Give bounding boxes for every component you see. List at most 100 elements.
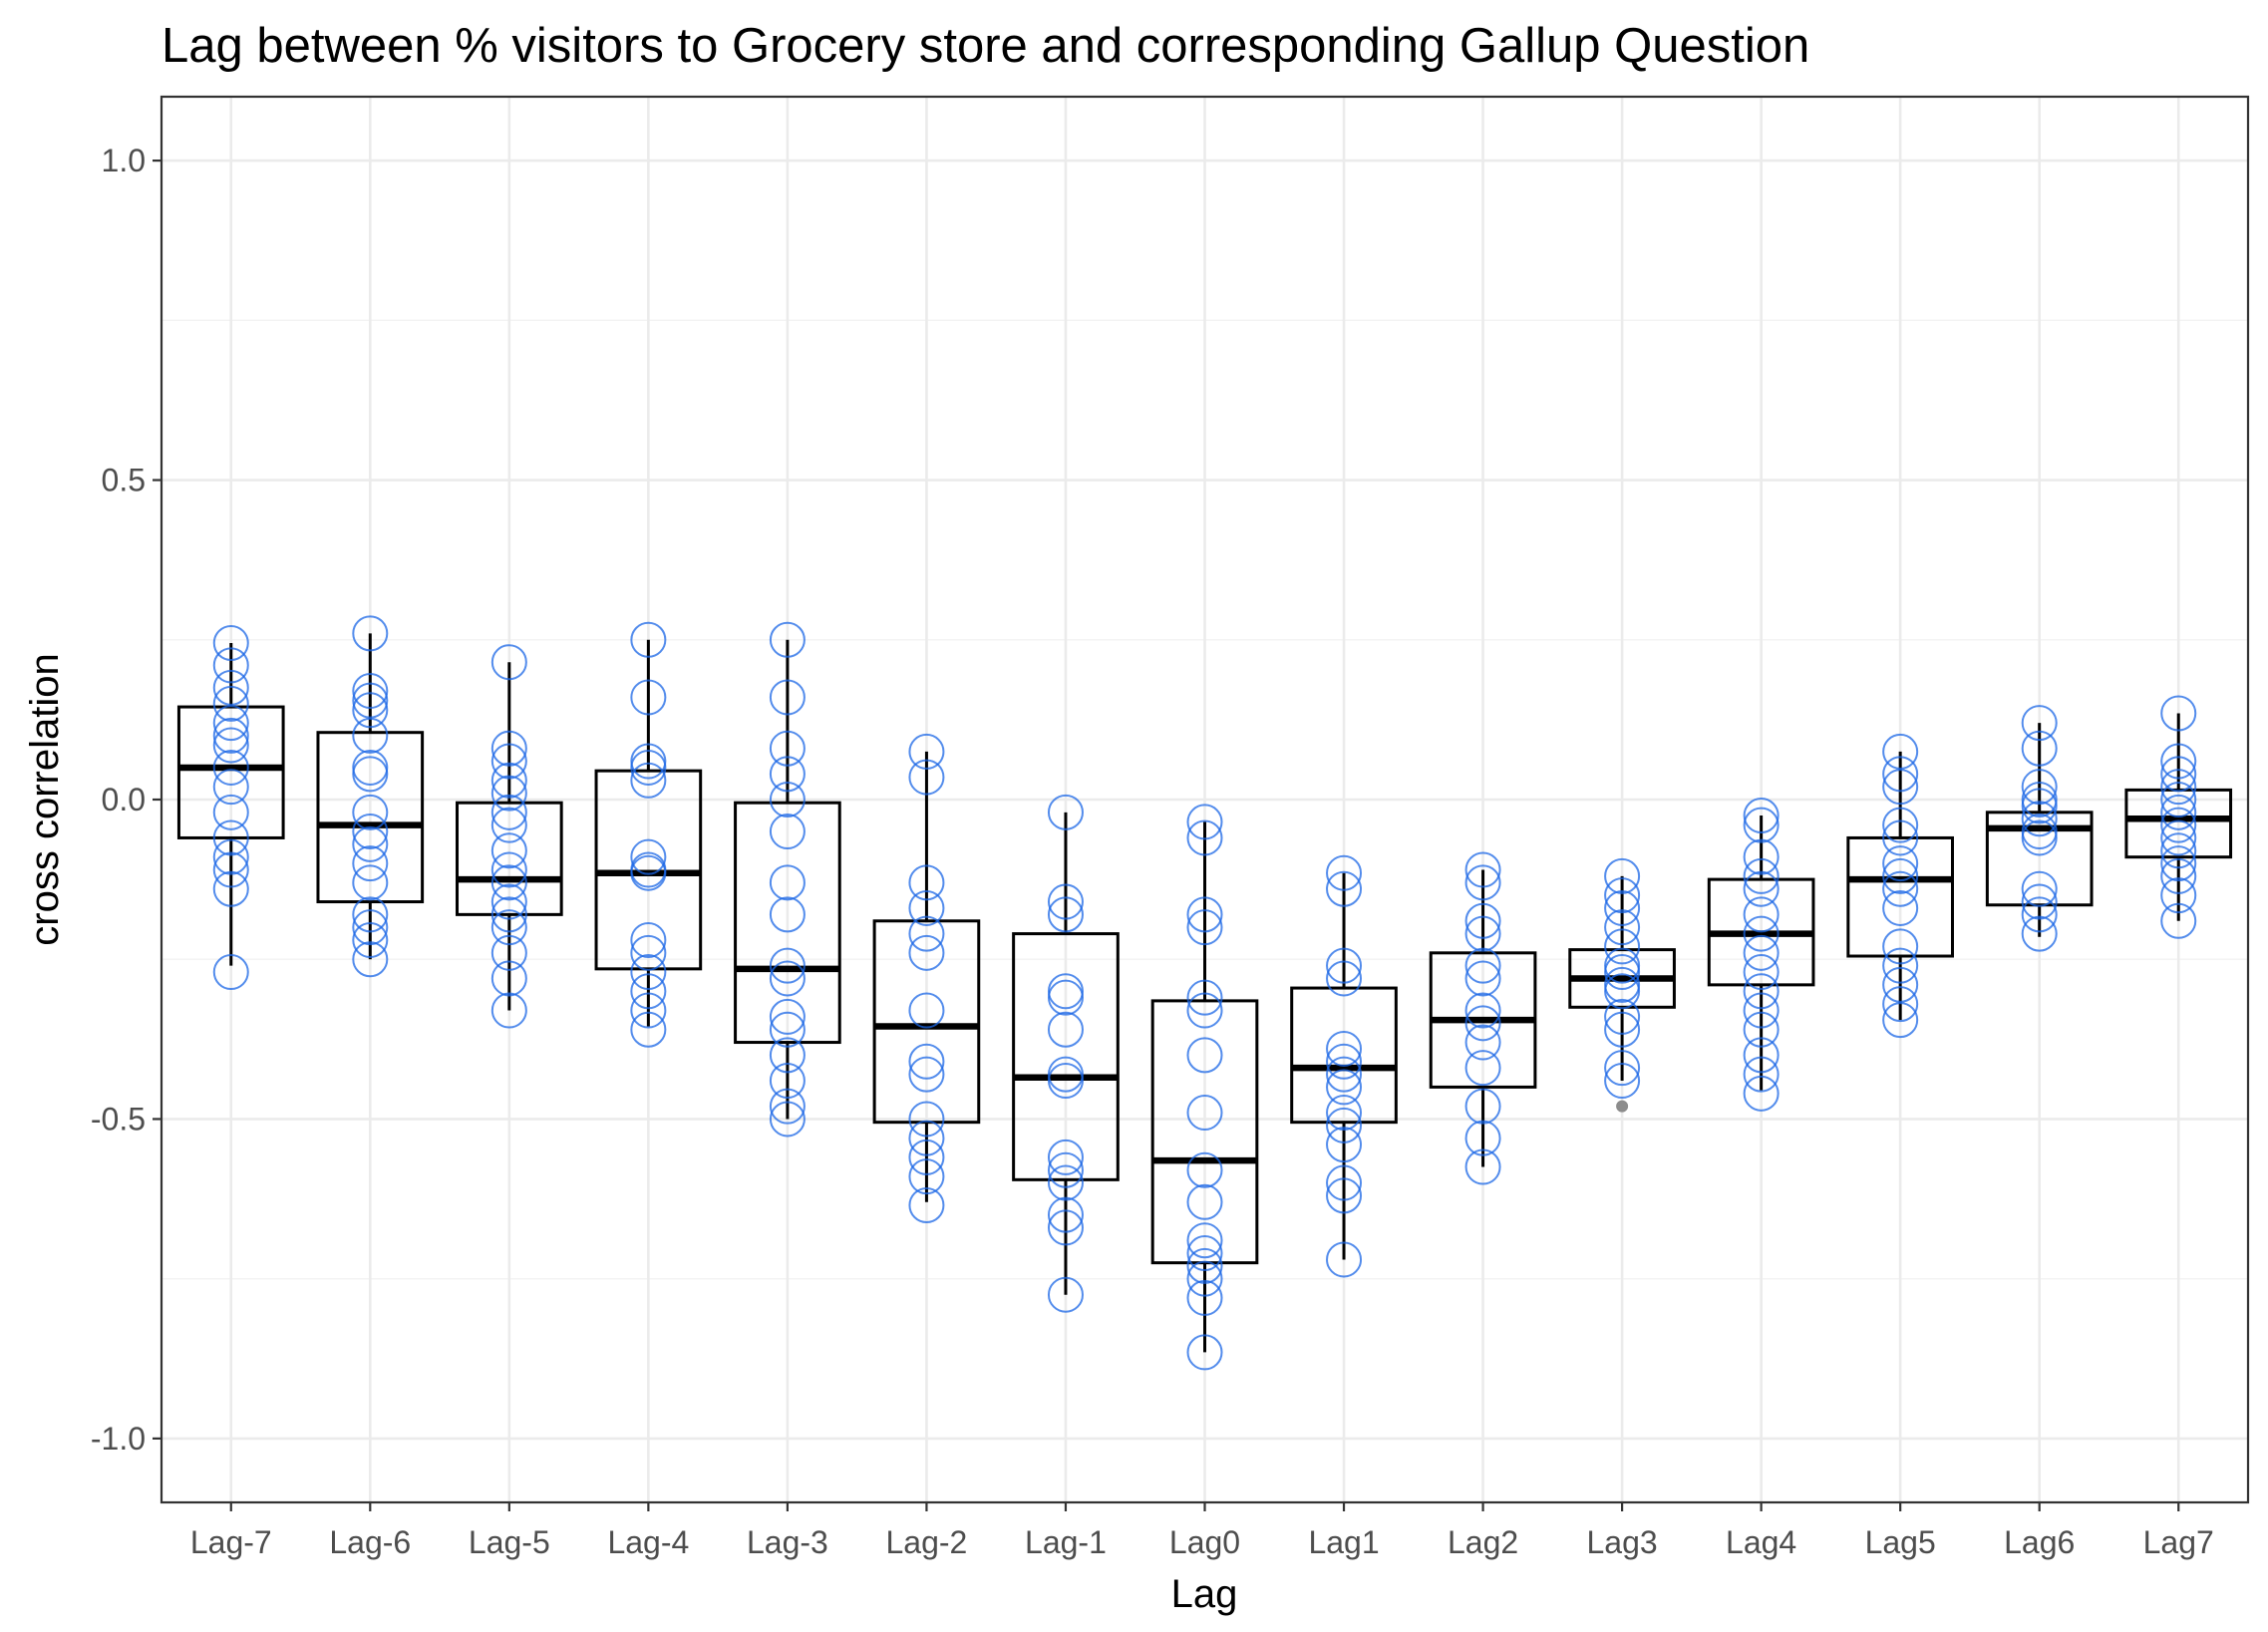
points-Lag-6 (352, 615, 389, 978)
data-point (769, 621, 806, 658)
data-point (490, 909, 527, 946)
data-point (1604, 857, 1641, 894)
data-point (908, 1120, 945, 1156)
x-tick-label: Lag7 (2143, 1524, 2214, 1560)
data-point (769, 679, 806, 716)
interquartile-box (456, 801, 563, 916)
data-point (1326, 947, 1363, 984)
data-point (2160, 769, 2197, 806)
chart-title: Lag between % visitors to Grocery store … (162, 19, 1809, 73)
data-point (1464, 864, 1501, 901)
data-point (908, 992, 945, 1029)
data-point (630, 854, 667, 891)
boxplots (176, 633, 2233, 1353)
data-point (630, 973, 667, 1010)
data-point (1047, 1209, 1084, 1246)
data-point (769, 756, 806, 793)
data-point (1326, 854, 1363, 891)
data-point (1326, 1043, 1363, 1080)
data-point (1882, 845, 1919, 882)
data-point (908, 864, 945, 901)
data-point (490, 851, 527, 888)
data-point (1464, 1148, 1501, 1185)
data-point (908, 1043, 945, 1080)
data-point (490, 992, 527, 1029)
data-point (490, 743, 527, 780)
data-point (2021, 769, 2058, 806)
jitter-points (212, 615, 2197, 1371)
data-point (1464, 947, 1501, 984)
data-point (2021, 915, 2058, 952)
data-point (1464, 1088, 1501, 1125)
data-point (630, 1011, 667, 1048)
data-point (1743, 973, 1780, 1010)
data-point (2021, 788, 2058, 824)
data-point (1464, 960, 1501, 997)
data-point (352, 717, 389, 754)
interquartile-box (1012, 932, 1120, 1181)
data-point (1743, 798, 1780, 834)
data-point (212, 705, 249, 742)
boxplot-Lag-3 (734, 639, 841, 1120)
y-axis: -1.0 -0.5 0.0 0.5 1.0 (91, 143, 162, 1457)
y-tick-label: -0.5 (91, 1101, 146, 1137)
interquartile-box (1846, 835, 1954, 958)
data-point (1604, 1011, 1641, 1048)
data-point (1047, 883, 1084, 920)
data-point (1882, 870, 1919, 907)
data-point (2160, 902, 2197, 939)
x-tick-label: Lag4 (1726, 1524, 1796, 1560)
data-point (1326, 1095, 1363, 1132)
data-point (2160, 807, 2197, 843)
data-point (2021, 870, 2058, 907)
data-point (2160, 857, 2197, 894)
data-point (2160, 695, 2197, 732)
points-Lag6 (2021, 705, 2058, 952)
points-Lag1 (1326, 854, 1363, 1278)
x-tick-label: Lag-5 (469, 1524, 550, 1560)
data-point (630, 992, 667, 1029)
interquartile-box (1290, 986, 1398, 1125)
data-point (1464, 851, 1501, 888)
data-point (769, 998, 806, 1035)
data-point (908, 934, 945, 971)
data-point (212, 819, 249, 856)
points-Lag-2 (908, 733, 945, 1223)
data-point (352, 922, 389, 958)
y-tick-label: -1.0 (91, 1421, 146, 1457)
data-point (1186, 819, 1223, 856)
data-point (1882, 807, 1919, 843)
data-point (1882, 1002, 1919, 1039)
data-point (2021, 883, 2058, 920)
data-point (352, 615, 389, 652)
data-point (630, 743, 667, 780)
data-point (1604, 1063, 1641, 1099)
data-point (1604, 1050, 1641, 1087)
x-tick-label: Lag2 (1448, 1524, 1518, 1560)
data-point (908, 733, 945, 770)
data-point (2160, 845, 2197, 882)
data-point (1743, 807, 1780, 843)
data-point (212, 685, 249, 722)
x-tick-label: Lag-6 (329, 1524, 411, 1560)
points-Lag4 (1743, 798, 1780, 1112)
data-point (1047, 1063, 1084, 1099)
x-tick-label: Lag-2 (886, 1524, 968, 1560)
points-Lag-4 (630, 621, 667, 1048)
data-point (769, 730, 806, 767)
points-Lag3 (1604, 857, 1641, 1099)
data-point (1186, 804, 1223, 840)
data-point (212, 870, 249, 907)
points-Lag-5 (490, 644, 527, 1029)
data-point (908, 1158, 945, 1195)
points-Lag-1 (1047, 794, 1084, 1313)
x-axis: Lag-7 Lag-6 Lag-5 Lag-4 Lag-3 Lag-2 Lag-1 Lag0 L… (190, 1502, 2214, 1560)
data-point (1604, 966, 1641, 1003)
data-point (769, 947, 806, 984)
data-point (2021, 705, 2058, 742)
data-point (1882, 733, 1919, 770)
data-point (1604, 973, 1641, 1010)
points-Lag-3 (769, 621, 806, 1138)
